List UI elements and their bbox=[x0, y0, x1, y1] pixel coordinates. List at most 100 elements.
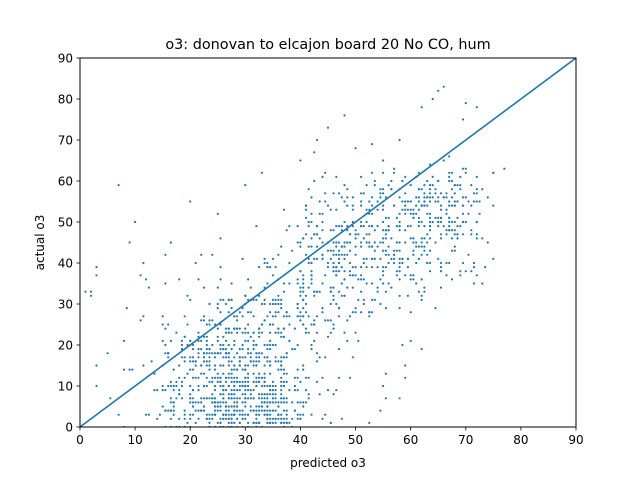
scatter-point bbox=[274, 401, 277, 404]
scatter-point bbox=[315, 360, 319, 363]
scatter-point bbox=[236, 331, 239, 334]
scatter-point bbox=[216, 401, 219, 404]
scatter-point bbox=[299, 159, 302, 162]
scatter-point bbox=[401, 208, 404, 211]
scatter-point bbox=[313, 339, 316, 342]
scatter-point bbox=[208, 348, 211, 351]
scatter-point bbox=[464, 196, 467, 199]
scatter-point bbox=[208, 380, 211, 383]
scatter-point bbox=[461, 196, 465, 199]
scatter-point bbox=[244, 356, 247, 359]
scatter-point bbox=[412, 278, 415, 281]
scatter-point bbox=[335, 266, 338, 269]
scatter-point bbox=[191, 348, 195, 351]
scatter-point bbox=[296, 225, 299, 228]
scatter-point bbox=[395, 249, 398, 252]
scatter-point bbox=[302, 323, 305, 326]
scatter-point bbox=[315, 290, 319, 293]
scatter-point bbox=[266, 282, 269, 285]
scatter-point bbox=[205, 360, 208, 363]
scatter-point bbox=[255, 384, 258, 388]
scatter-point bbox=[233, 339, 236, 342]
scatter-point bbox=[202, 384, 206, 388]
scatter-point bbox=[230, 307, 233, 310]
y-tick-label: 0 bbox=[65, 420, 73, 434]
scatter-point bbox=[183, 360, 186, 363]
scatter-point bbox=[307, 245, 310, 248]
scatter-point bbox=[332, 261, 335, 265]
scatter-point bbox=[346, 188, 349, 191]
scatter-point bbox=[211, 319, 214, 322]
scatter-point bbox=[271, 409, 274, 412]
scatter-point bbox=[417, 290, 420, 293]
y-tick-label: 80 bbox=[58, 92, 73, 106]
scatter-point bbox=[420, 241, 423, 244]
scatter-point bbox=[95, 364, 98, 367]
scatter-point bbox=[376, 208, 379, 211]
scatter-point bbox=[219, 393, 222, 396]
scatter-point bbox=[404, 208, 407, 211]
scatter-point bbox=[299, 319, 302, 322]
scatter-point bbox=[238, 413, 241, 416]
scatter-point bbox=[315, 245, 319, 248]
scatter-point bbox=[398, 294, 401, 297]
scatter-point bbox=[244, 389, 247, 392]
scatter-point bbox=[368, 311, 371, 314]
scatter-point bbox=[384, 229, 387, 232]
scatter-point bbox=[423, 192, 426, 195]
scatter-point bbox=[379, 409, 382, 412]
scatter-point bbox=[180, 397, 184, 400]
scatter-point bbox=[315, 257, 319, 260]
scatter-point bbox=[205, 384, 208, 388]
scatter-point bbox=[423, 204, 426, 207]
scatter-point bbox=[260, 393, 263, 396]
scatter-point bbox=[252, 389, 255, 392]
scatter-point bbox=[382, 204, 385, 207]
scatter-point bbox=[412, 212, 415, 215]
scatter-point bbox=[456, 184, 459, 187]
scatter-point bbox=[161, 323, 164, 326]
scatter-point bbox=[335, 175, 338, 178]
scatter-point bbox=[222, 356, 225, 359]
scatter-point bbox=[428, 220, 432, 224]
scatter-point bbox=[285, 401, 288, 404]
scatter-point bbox=[365, 266, 368, 269]
scatter-point bbox=[351, 274, 354, 277]
scatter-point bbox=[216, 405, 219, 408]
scatter-point bbox=[238, 348, 241, 351]
scatter-point bbox=[95, 266, 98, 269]
scatter-point bbox=[202, 409, 206, 412]
scatter-point bbox=[249, 405, 252, 408]
scatter-point bbox=[302, 237, 305, 240]
scatter-point bbox=[343, 257, 346, 260]
scatter-point bbox=[335, 208, 338, 211]
scatter-point bbox=[224, 352, 228, 355]
y-axis-title: actual o3 bbox=[33, 215, 47, 271]
scatter-point bbox=[285, 352, 288, 355]
scatter-point bbox=[453, 249, 456, 252]
scatter-point bbox=[263, 302, 266, 306]
scatter-point bbox=[307, 188, 310, 191]
scatter-point bbox=[348, 233, 352, 236]
scatter-point bbox=[384, 253, 387, 256]
scatter-point bbox=[260, 323, 263, 326]
scatter-point bbox=[172, 368, 175, 371]
scatter-point bbox=[456, 200, 459, 203]
scatter-point bbox=[412, 249, 415, 252]
scatter-point bbox=[145, 413, 148, 416]
scatter-point bbox=[423, 290, 426, 293]
scatter-point bbox=[450, 237, 454, 240]
scatter-point bbox=[252, 397, 255, 400]
scatter-point bbox=[346, 286, 349, 289]
scatter-point bbox=[304, 294, 308, 297]
scatter-point bbox=[401, 200, 404, 203]
scatter-point bbox=[219, 380, 222, 383]
scatter-point bbox=[393, 257, 396, 260]
scatter-point bbox=[247, 421, 250, 424]
scatter-point bbox=[263, 343, 266, 347]
scatter-point bbox=[398, 270, 401, 273]
scatter-point bbox=[269, 413, 272, 416]
scatter-point bbox=[459, 274, 462, 277]
scatter-point bbox=[346, 241, 349, 244]
scatter-point bbox=[263, 413, 266, 416]
